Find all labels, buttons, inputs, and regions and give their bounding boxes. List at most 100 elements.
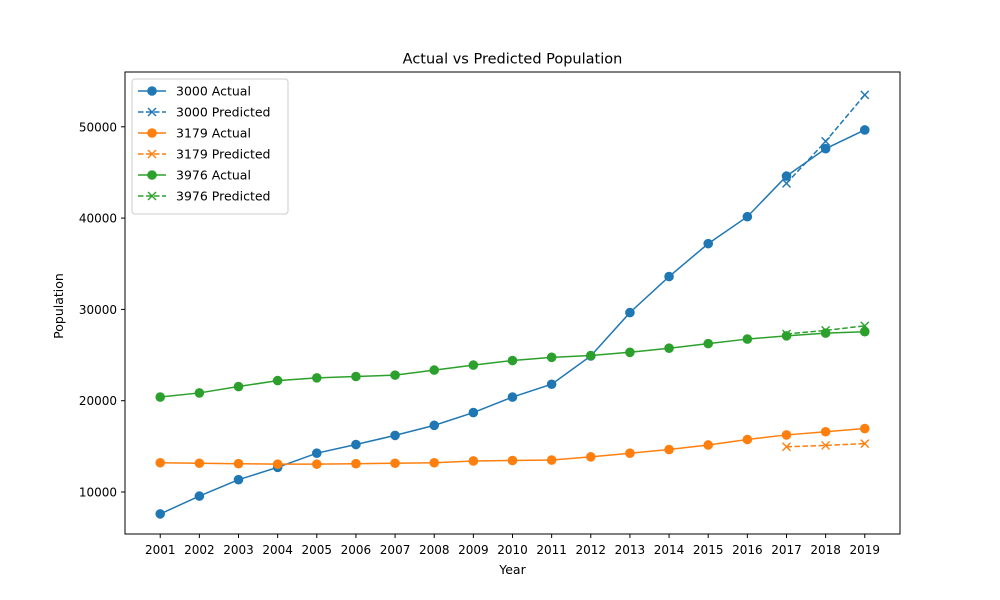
legend-marker <box>147 191 157 201</box>
data-point-3976-actual <box>859 326 870 337</box>
legend-marker <box>147 170 157 180</box>
legend: 3000 Actual 3000 Predicted 3179 Actual 3179… <box>131 78 289 215</box>
data-point-3179-actual <box>703 440 714 450</box>
data-point-3000-actual <box>859 125 870 135</box>
x-tick-label: 2017 <box>771 543 802 557</box>
data-point-3179-predicted <box>781 442 791 452</box>
data-point-3000-actual <box>507 392 518 402</box>
data-point-3976-predicted <box>781 329 791 339</box>
data-point-3179-actual <box>311 459 322 469</box>
x-marker-stroke <box>147 107 157 117</box>
x-tick-label: 2018 <box>810 543 841 557</box>
x-tick-label: 2009 <box>458 543 489 557</box>
legend-marker <box>147 128 157 138</box>
series-3976-actual <box>155 326 870 402</box>
y-tick-label: 10000 <box>79 486 117 500</box>
data-point-3000-actual <box>311 448 322 458</box>
series-3179-predicted <box>781 439 870 452</box>
data-point-3000-actual <box>546 379 557 390</box>
data-point-3000-actual <box>351 439 361 450</box>
legend-marker <box>147 149 157 159</box>
series-3000-predicted <box>781 90 870 188</box>
x-marker-stroke <box>781 178 791 188</box>
data-point-3976-actual <box>155 392 166 402</box>
x-tick-label: 2006 <box>341 543 372 557</box>
data-point-3000-actual <box>155 509 166 519</box>
y-axis-label: Population <box>51 273 66 339</box>
legend-entry-3179-actual: 3179 Actual <box>138 126 251 141</box>
data-point-3179-actual <box>155 457 166 468</box>
axes: 2001 2002 2003 2004 2005 2006 2007 2008 2009 2010… <box>79 71 901 557</box>
data-point-3179-actual <box>194 458 205 469</box>
x-tick-label: 2005 <box>302 543 333 557</box>
data-point-3179-actual <box>233 458 244 469</box>
data-point-3179-actual <box>820 426 831 437</box>
y-tick-label: 40000 <box>79 212 117 226</box>
data-point-3976-actual <box>311 373 322 383</box>
x-tick-label: 2001 <box>145 543 176 557</box>
legend-entry-3179-predicted: 3179 Predicted <box>138 147 270 162</box>
data-point-3976-actual <box>625 347 635 358</box>
data-point-3976-actual <box>742 334 753 344</box>
data-point-3000-actual <box>820 143 831 154</box>
data-point-3976-actual <box>351 371 361 382</box>
data-point-3976-actual <box>507 355 518 366</box>
data-point-3976-actual <box>664 343 674 353</box>
data-point-3976-actual <box>546 352 557 363</box>
plot-area <box>155 90 870 519</box>
legend-label: 3179 Actual <box>176 126 251 141</box>
x-tick-label: 2010 <box>497 543 528 557</box>
x-marker-stroke <box>821 440 831 450</box>
x-marker-stroke <box>781 329 791 339</box>
x-marker-stroke <box>781 442 791 452</box>
x-marker-stroke <box>147 149 157 159</box>
data-point-3976-actual <box>194 388 205 398</box>
data-point-3976-actual <box>429 365 440 375</box>
x-marker-stroke <box>860 439 870 449</box>
data-point-3000-predicted <box>781 178 791 188</box>
x-tick-label: 2016 <box>732 543 763 557</box>
data-point-3976-predicted <box>860 321 870 331</box>
data-point-3000-actual <box>233 474 244 485</box>
data-point-3179-actual <box>585 452 596 462</box>
data-point-3179-actual <box>468 456 479 466</box>
data-point-3179-actual <box>625 448 635 458</box>
data-point-3000-actual <box>742 211 753 222</box>
data-point-3000-predicted <box>860 90 870 100</box>
data-point-3976-actual <box>703 338 714 349</box>
data-point-3000-actual <box>703 238 714 249</box>
data-point-3179-actual <box>390 458 400 469</box>
data-point-3000-actual <box>390 430 400 441</box>
legend-box <box>131 78 289 215</box>
data-point-3000-actual <box>781 171 792 181</box>
series-line-3179-predicted <box>786 442 865 448</box>
legend-label: 3976 Actual <box>176 168 251 183</box>
x-tick-label: 2002 <box>184 543 215 557</box>
data-point-3179-actual <box>272 459 283 469</box>
data-point-3000-actual <box>429 420 440 431</box>
legend-entry-3976-predicted: 3976 Predicted <box>138 189 270 204</box>
x-tick-label: 2015 <box>693 543 724 557</box>
x-marker-stroke <box>860 321 870 331</box>
data-point-3976-actual <box>233 381 244 392</box>
y-tick-label: 50000 <box>79 120 117 134</box>
data-point-3976-predicted <box>821 325 831 335</box>
data-point-3179-predicted <box>821 440 831 450</box>
legend-marker <box>147 107 157 117</box>
data-point-3179-actual <box>351 458 361 469</box>
data-point-3976-actual <box>468 360 479 370</box>
x-tick-label: 2013 <box>615 543 646 557</box>
x-tick-label: 2014 <box>654 543 685 557</box>
legend-label: 3000 Predicted <box>176 105 270 120</box>
data-point-3179-actual <box>742 434 753 445</box>
data-point-3976-actual <box>585 350 596 361</box>
x-marker-stroke <box>860 90 870 100</box>
data-point-3000-actual <box>194 491 205 501</box>
x-axis-label: Year <box>498 562 526 577</box>
x-tick-label: 2004 <box>262 543 293 557</box>
x-tick-label: 2008 <box>419 543 450 557</box>
x-marker-stroke <box>147 191 157 201</box>
legend-label: 3976 Predicted <box>176 189 270 204</box>
series-3976-predicted <box>781 321 870 339</box>
